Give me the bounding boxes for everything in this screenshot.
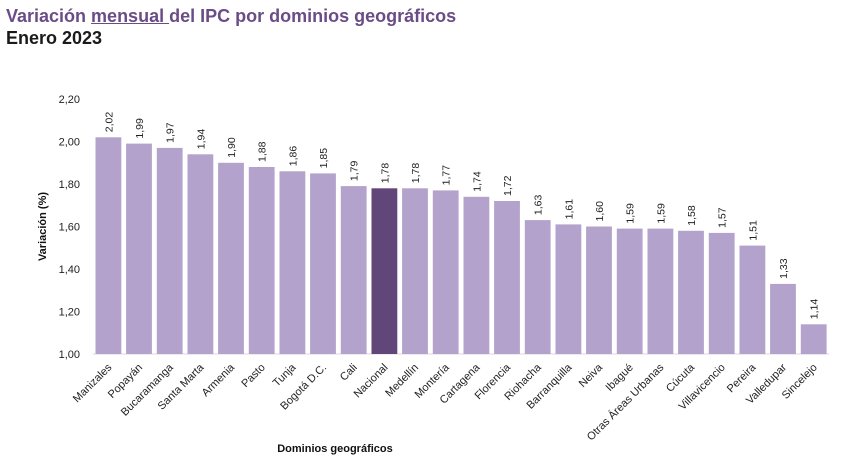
category-label: Armenia (200, 361, 238, 399)
y-tick-label: 2,20 (59, 94, 80, 106)
data-label: 1,77 (441, 165, 453, 186)
y-tick-label: 2,00 (59, 137, 80, 149)
chart-title: Variación mensual del IPC por dominios g… (6, 5, 456, 27)
bar-tunja (279, 171, 306, 355)
category-label: Cali (338, 362, 360, 384)
bar-monter-a (432, 190, 459, 354)
title-part-2: mensual (91, 6, 170, 26)
category-label: Tunja (271, 361, 299, 389)
bar-pereira (739, 245, 766, 354)
data-label: 1,90 (226, 137, 238, 158)
data-label: 1,94 (195, 129, 207, 150)
data-label: 1,78 (410, 163, 422, 184)
bar-santa-marta (187, 154, 214, 354)
data-label: 1,86 (287, 146, 299, 167)
y-tick-label: 1,40 (59, 264, 80, 276)
bar-otras-reas-urbanas (647, 228, 674, 354)
data-labels: 2,02 1,99 1,97 1,94 1,90 1,88 1,86 1,85 1,79 1,78… (103, 112, 820, 320)
bar-pasto (248, 167, 275, 354)
data-label: 1,63 (533, 195, 545, 216)
data-label: 1,72 (502, 175, 514, 196)
x-axis-title: Dominios geográficos (277, 443, 393, 455)
data-label: 1,99 (134, 118, 146, 139)
y-tick-label: 1,60 (59, 222, 80, 234)
data-label: 1,33 (778, 258, 790, 279)
bar-cali (340, 186, 367, 354)
y-tick-label: 1,80 (59, 179, 80, 191)
bar-popay-n (126, 143, 152, 354)
y-axis-title: Variación (%) (37, 192, 49, 261)
data-label: 1,51 (747, 220, 759, 241)
data-label: 1,14 (809, 299, 821, 320)
bar-bucaramanga (156, 147, 183, 354)
data-label: 2,02 (103, 112, 115, 133)
bar-armenia (218, 162, 244, 354)
bar-villavicencio (708, 232, 735, 354)
bar-c-cuta (678, 230, 704, 355)
y-axis: 1,00 1,20 1,40 1,60 1,80 2,00 2,20 (59, 94, 829, 361)
bar-bogot-d-c- (310, 173, 336, 354)
bar-barranquilla (555, 224, 582, 354)
title-part-1: Variación (6, 6, 92, 26)
data-label: 1,57 (717, 207, 729, 228)
data-label: 1,61 (563, 199, 575, 220)
bar-nacional (371, 188, 398, 354)
data-label: 1,78 (379, 163, 391, 184)
data-label: 1,85 (318, 148, 330, 169)
bar-sincelejo (800, 324, 827, 355)
bar-valledupar (770, 283, 796, 354)
title-block: Variación mensual del IPC por dominios g… (6, 5, 456, 49)
bar-medell-n (402, 188, 428, 354)
bar-florencia (494, 201, 520, 354)
category-label: Pasto (239, 362, 267, 390)
data-label: 1,59 (655, 203, 667, 224)
bar-ibagu- (616, 228, 643, 354)
data-label: 1,58 (686, 205, 698, 226)
bar-neiva (586, 226, 612, 354)
bar-cartagena (463, 196, 490, 354)
chart-subtitle: Enero 2023 (6, 28, 103, 48)
data-label: 1,79 (349, 161, 361, 182)
bar-manizales (95, 137, 122, 354)
data-label: 1,59 (625, 203, 637, 224)
title-part-3: del IPC por dominios geográficos (169, 6, 457, 26)
data-label: 1,88 (257, 141, 269, 162)
data-label: 1,74 (471, 171, 483, 192)
category-label: Manizales (71, 361, 115, 405)
category-label: Neiva (577, 361, 606, 390)
data-label: 1,97 (165, 122, 177, 143)
data-label: 1,60 (594, 201, 606, 222)
category-label: Nacional (352, 362, 391, 401)
y-tick-label: 1,20 (59, 307, 80, 319)
bars (95, 137, 827, 355)
y-tick-label: 1,00 (59, 349, 80, 361)
bar-riohacha (524, 220, 551, 354)
